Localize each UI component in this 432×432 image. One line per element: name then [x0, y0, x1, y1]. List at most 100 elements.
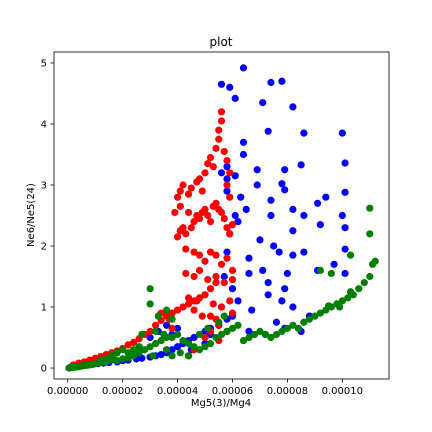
data-point-series-2-87 [113, 349, 121, 357]
x-tick-label: 0.00004 [157, 386, 198, 397]
data-point-series-1-61 [204, 160, 212, 168]
data-point-series-1-59 [198, 187, 206, 195]
data-point-series-2-41 [239, 336, 248, 345]
data-point-series-1-101 [168, 324, 176, 332]
data-point-series-0-99 [245, 327, 253, 336]
points-layer [65, 64, 379, 372]
data-point-series-2-63 [360, 279, 368, 287]
data-point-series-1-79 [212, 251, 220, 259]
data-point-series-0-66 [278, 180, 286, 188]
data-point-series-2-82 [138, 330, 146, 339]
data-point-series-1-105 [198, 312, 206, 320]
data-point-series-1-89 [228, 275, 237, 284]
data-point-series-1-78 [206, 248, 215, 256]
data-point-series-0-87 [245, 254, 253, 262]
data-point-series-0-63 [341, 159, 349, 167]
data-point-series-2-43 [250, 330, 259, 339]
data-point-series-2-84 [130, 346, 138, 354]
data-point-series-1-65 [215, 135, 223, 143]
data-point-series-0-27 [146, 333, 154, 342]
data-point-series-0-89 [259, 266, 267, 275]
data-point-series-1-71 [226, 169, 234, 177]
data-point-series-2-75 [146, 285, 154, 293]
data-point-series-2-34 [201, 343, 209, 351]
data-point-series-1-49 [223, 224, 231, 232]
data-point-series-1-97 [171, 208, 179, 217]
data-point-series-1-34 [179, 224, 187, 232]
data-point-series-0-64 [253, 166, 261, 174]
data-point-series-2-74 [324, 302, 333, 310]
data-point-series-0-74 [322, 193, 330, 201]
data-point-series-2-59 [338, 297, 346, 305]
data-point-series-0-58 [231, 94, 239, 102]
data-point-series-0-62 [338, 129, 346, 137]
data-point-series-0-14 [138, 354, 146, 362]
x-tick-label: 0.00002 [102, 386, 143, 397]
data-point-series-2-21 [130, 352, 138, 360]
data-point-series-0-55 [267, 78, 275, 87]
data-point-series-2-33 [195, 346, 204, 354]
data-point-series-0-45 [223, 187, 231, 195]
data-point-series-2-45 [261, 330, 270, 339]
data-point-series-0-41 [223, 248, 231, 256]
data-point-series-0-46 [223, 175, 231, 183]
data-point-series-2-70 [327, 269, 335, 278]
data-point-series-1-70 [223, 156, 231, 165]
data-point-series-1-96 [228, 309, 237, 317]
data-point-series-2-32 [190, 343, 198, 351]
data-point-series-1-52 [173, 193, 182, 201]
data-point-series-2-49 [283, 324, 291, 332]
data-point-series-2-53 [305, 315, 313, 323]
data-point-series-1-86 [204, 275, 212, 284]
data-point-series-2-80 [152, 327, 160, 336]
data-point-series-0-78 [256, 236, 264, 244]
data-point-series-2-50 [289, 321, 297, 329]
data-point-series-2-55 [316, 309, 324, 317]
data-point-series-0-59 [259, 99, 267, 107]
data-point-series-2-28 [168, 333, 176, 342]
data-point-series-1-76 [195, 251, 204, 259]
data-point-series-2-79 [168, 315, 176, 323]
data-point-series-2-54 [311, 312, 319, 320]
data-point-series-2-91 [149, 352, 157, 360]
data-point-series-1-36 [187, 224, 195, 232]
data-point-series-1-53 [176, 187, 184, 195]
data-point-series-2-47 [272, 330, 281, 339]
data-point-series-0-104 [289, 227, 297, 235]
data-point-series-1-51 [228, 221, 237, 229]
y-axis-label: Ne6/Ne5(24) [26, 183, 37, 247]
data-point-series-1-45 [212, 199, 220, 207]
data-point-series-2-24 [146, 343, 154, 351]
data-point-series-2-51 [294, 324, 302, 332]
data-point-series-2-18 [113, 357, 121, 365]
data-point-series-2-99 [220, 312, 228, 320]
data-point-series-0-90 [264, 279, 272, 287]
data-point-series-2-38 [223, 327, 231, 336]
data-point-series-1-10 [124, 341, 132, 349]
data-point-series-1-19 [173, 306, 182, 314]
data-point-series-1-15 [152, 321, 160, 329]
data-point-series-0-105 [316, 221, 324, 229]
data-point-series-1-35 [182, 230, 190, 238]
data-point-series-1-99 [184, 208, 193, 217]
data-point-series-2-93 [168, 352, 176, 360]
data-point-series-2-83 [135, 343, 143, 351]
data-point-series-1-87 [212, 272, 220, 281]
data-point-series-1-25 [206, 285, 215, 293]
data-point-series-0-106 [234, 218, 242, 226]
data-point-series-1-26 [212, 279, 220, 287]
data-point-series-0-53 [226, 83, 234, 91]
data-point-series-1-55 [184, 190, 193, 198]
data-point-series-0-38 [228, 285, 237, 293]
data-point-series-0-19 [168, 346, 176, 354]
data-point-series-0-82 [300, 248, 308, 256]
data-point-series-0-44 [237, 193, 245, 201]
data-point-series-0-84 [330, 260, 338, 268]
data-point-series-2-86 [119, 346, 127, 354]
data-point-series-0-68 [297, 161, 305, 169]
data-point-series-1-82 [228, 266, 237, 275]
data-point-series-0-61 [300, 129, 308, 137]
data-point-series-0-56 [278, 77, 286, 85]
data-point-series-0-52 [217, 80, 226, 88]
data-point-series-0-79 [270, 242, 278, 250]
